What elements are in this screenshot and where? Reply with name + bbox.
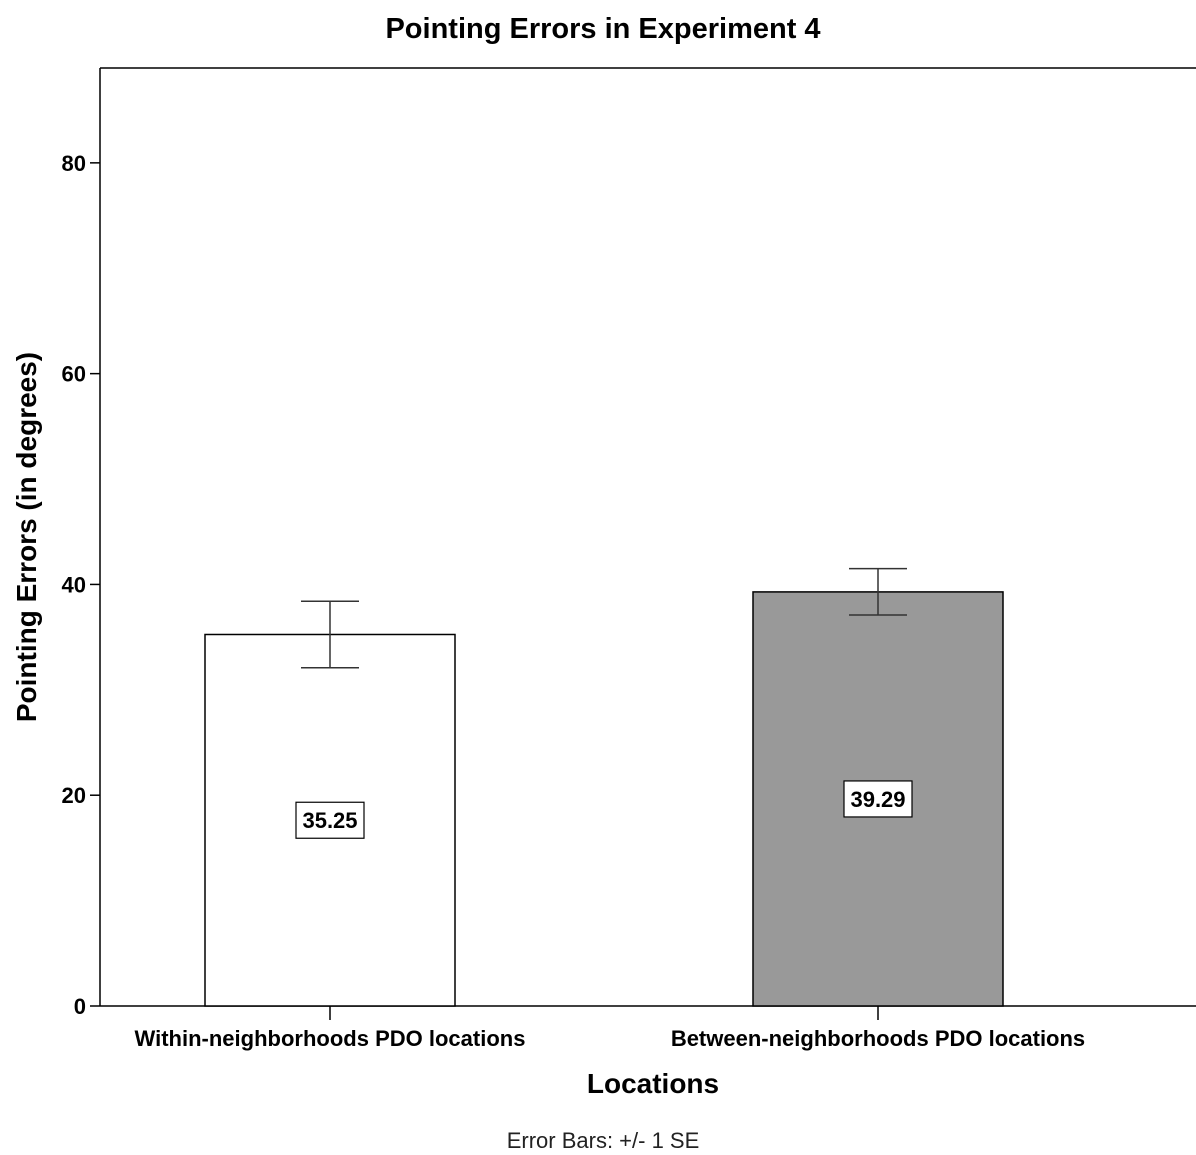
y-axis-ticks: 0 20 40 60 80 (62, 151, 100, 1019)
x-category-label: Between-neighborhoods PDO locations (671, 1026, 1085, 1051)
error-bars-note: Error Bars: +/- 1 SE (507, 1128, 700, 1153)
x-axis-ticks: Within-neighborhoods PDO locations Betwee… (135, 1006, 1085, 1051)
y-tick-label: 60 (62, 362, 86, 387)
data-label: 35.25 (302, 808, 357, 833)
data-label-box (295, 801, 365, 839)
x-axis-title: Locations (587, 1068, 719, 1099)
error-bars-group (301, 567, 907, 669)
data-label: 39.29 (850, 787, 905, 812)
y-tick-label: 40 (62, 572, 86, 597)
y-tick-label: 0 (74, 994, 86, 1019)
data-labels-group: 35.25 39.29 (295, 780, 913, 839)
chart-title: Pointing Errors in Experiment 4 (385, 13, 820, 45)
y-tick-label: 80 (62, 151, 86, 176)
data-label-box (843, 780, 913, 818)
y-tick-label: 20 (62, 783, 86, 808)
x-category-label: Within-neighborhoods PDO locations (135, 1026, 526, 1051)
y-axis-title: Pointing Errors (in degrees) (11, 352, 42, 722)
